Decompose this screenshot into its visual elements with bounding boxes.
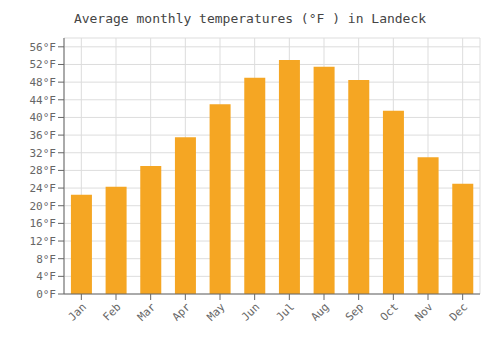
- svg-text:12°F: 12°F: [30, 235, 57, 248]
- svg-text:16°F: 16°F: [30, 217, 57, 230]
- svg-text:0°F: 0°F: [36, 288, 56, 301]
- svg-text:Nov: Nov: [412, 300, 436, 324]
- svg-text:24°F: 24°F: [30, 182, 57, 195]
- svg-text:Sep: Sep: [343, 300, 366, 323]
- svg-text:56°F: 56°F: [30, 41, 57, 54]
- svg-text:Jul: Jul: [274, 300, 297, 323]
- svg-text:8°F: 8°F: [36, 253, 56, 266]
- svg-text:20°F: 20°F: [30, 200, 57, 213]
- svg-text:Jun: Jun: [239, 300, 262, 323]
- svg-text:Jan: Jan: [66, 300, 89, 323]
- svg-text:44°F: 44°F: [30, 94, 57, 107]
- svg-text:40°F: 40°F: [30, 111, 57, 124]
- svg-text:Apr: Apr: [170, 300, 194, 324]
- svg-text:Aug: Aug: [308, 300, 331, 323]
- svg-text:Oct: Oct: [378, 300, 401, 323]
- svg-text:52°F: 52°F: [30, 58, 57, 71]
- html-text:Average monthly temperatures (: Average monthly temperatures (°F ) in La…: [73, 11, 427, 26]
- svg-text:28°F: 28°F: [30, 164, 57, 177]
- svg-text:32°F: 32°F: [30, 147, 57, 160]
- svg-text:48°F: 48°F: [30, 76, 57, 89]
- svg-text:Mar: Mar: [135, 300, 159, 324]
- svg-text:Feb: Feb: [100, 300, 123, 323]
- svg-text:Dec: Dec: [447, 300, 470, 323]
- svg-text:4°F: 4°F: [36, 270, 56, 283]
- svg-text:36°F: 36°F: [30, 129, 57, 142]
- svg-text:May: May: [204, 300, 228, 324]
